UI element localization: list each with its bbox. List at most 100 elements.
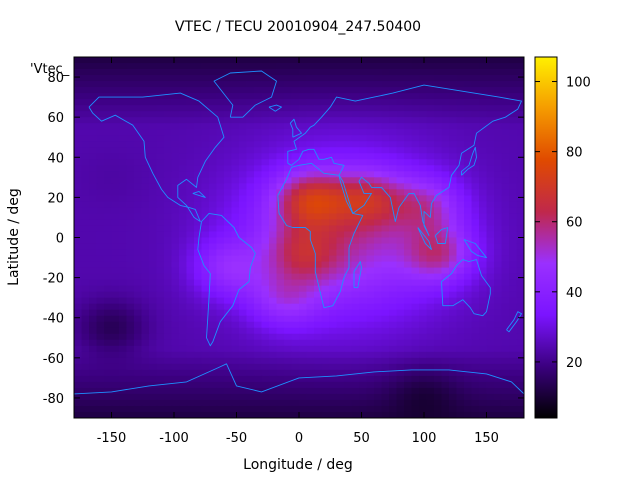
heatmap-cell — [141, 63, 150, 70]
heatmap-cell — [201, 207, 210, 215]
heatmap-cell — [359, 201, 368, 209]
heatmap-cell — [269, 207, 278, 215]
heatmap-cell — [501, 327, 510, 335]
heatmap-cell — [464, 273, 473, 281]
heatmap-cell — [111, 237, 120, 245]
heatmap-cell — [381, 255, 390, 263]
heatmap-cell — [261, 357, 270, 365]
heatmap-cell — [89, 351, 98, 359]
heatmap-cell — [381, 177, 390, 184]
heatmap-cell — [269, 213, 278, 221]
heatmap-cell — [201, 285, 210, 293]
y-axis-label: Latitude / deg — [6, 188, 22, 286]
heatmap-cell — [464, 81, 473, 88]
heatmap-cell — [321, 231, 330, 239]
heatmap-cell — [74, 273, 83, 281]
heatmap-cell — [516, 345, 524, 353]
heatmap-cell — [261, 279, 270, 287]
heatmap-cell — [89, 321, 98, 329]
heatmap-cell — [149, 321, 158, 329]
heatmap-cell — [486, 135, 495, 142]
heatmap-cell — [299, 249, 308, 257]
heatmap-cell — [239, 183, 248, 190]
heatmap-cell — [224, 171, 233, 178]
heatmap-cell — [374, 63, 383, 70]
heatmap-cell — [419, 159, 428, 166]
heatmap-cell — [434, 369, 443, 377]
heatmap-cell — [381, 105, 390, 112]
heatmap-cell — [126, 213, 135, 221]
heatmap-cell — [419, 375, 428, 383]
heatmap-cell — [449, 183, 458, 190]
heatmap-cell — [276, 99, 285, 106]
heatmap-cell — [464, 375, 473, 383]
heatmap-cell — [269, 327, 278, 335]
heatmap-cell — [141, 285, 150, 293]
heatmap-cell — [411, 267, 420, 275]
heatmap-cell — [134, 303, 143, 311]
heatmap-cell — [351, 201, 360, 209]
heatmap-cell — [389, 213, 398, 221]
heatmap-cell — [171, 117, 180, 124]
heatmap-cell — [194, 267, 203, 275]
heatmap-cell — [126, 255, 135, 263]
heatmap-cell — [74, 183, 83, 190]
heatmap-cell — [381, 207, 390, 215]
heatmap-cell — [186, 93, 195, 100]
heatmap-cell — [291, 279, 300, 287]
heatmap-cell — [284, 105, 293, 112]
heatmap-cell — [74, 387, 83, 395]
heatmap-cell — [246, 177, 255, 184]
heatmap-cell — [374, 99, 383, 106]
heatmap-cell — [209, 297, 218, 305]
y-tick-label: 20 — [47, 191, 64, 206]
heatmap-cell — [434, 351, 443, 359]
heatmap-cell — [276, 201, 285, 209]
heatmap-cell — [96, 297, 105, 305]
heatmap-cell — [419, 309, 428, 317]
heatmap-cell — [141, 321, 150, 329]
heatmap-cell — [81, 231, 90, 239]
heatmap-cell — [284, 87, 293, 94]
heatmap-cell — [111, 351, 120, 359]
heatmap-cell — [434, 213, 443, 221]
heatmap-cell — [134, 99, 143, 106]
heatmap-cell — [164, 357, 173, 365]
heatmap-cell — [179, 285, 188, 293]
heatmap-cell — [111, 195, 120, 202]
heatmap-cell — [434, 183, 443, 190]
heatmap-cell — [449, 273, 458, 281]
heatmap-cell — [351, 327, 360, 335]
heatmap-cell — [381, 171, 390, 178]
heatmap-cell — [486, 81, 495, 88]
heatmap-cell — [329, 315, 338, 323]
heatmap-cell — [321, 111, 330, 118]
heatmap-cell — [449, 255, 458, 263]
heatmap-cell — [464, 333, 473, 341]
heatmap-cell — [291, 309, 300, 317]
heatmap-cell — [449, 339, 458, 347]
heatmap-cell — [464, 249, 473, 257]
x-tick-label: -50 — [226, 431, 247, 446]
heatmap-cell — [419, 93, 428, 100]
heatmap-cell — [81, 327, 90, 335]
heatmap-cell — [126, 357, 135, 365]
heatmap-cell — [284, 321, 293, 329]
heatmap-cell — [426, 171, 435, 178]
heatmap-cell — [261, 171, 270, 178]
heatmap-cell — [186, 381, 195, 389]
heatmap-cell — [224, 141, 233, 148]
heatmap-cell — [89, 159, 98, 166]
heatmap-cell — [261, 141, 270, 148]
heatmap-cell — [126, 129, 135, 136]
heatmap-cell — [441, 291, 450, 299]
heatmap-cell — [156, 69, 165, 76]
heatmap-cell — [156, 297, 165, 305]
heatmap-cell — [104, 291, 113, 299]
heatmap-cell — [329, 273, 338, 281]
heatmap-cell — [329, 201, 338, 209]
heatmap-cell — [89, 231, 98, 239]
heatmap-cell — [81, 249, 90, 257]
heatmap-cell — [486, 381, 495, 389]
heatmap-cell — [164, 159, 173, 166]
